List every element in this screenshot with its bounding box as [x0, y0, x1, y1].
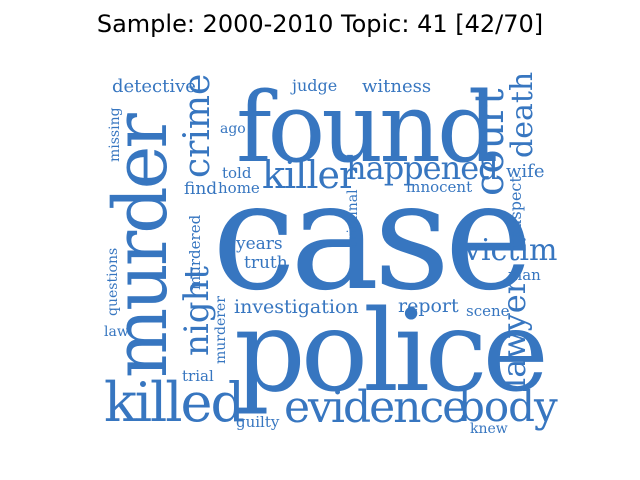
word-body: body [458, 382, 558, 431]
word-case: case [212, 150, 533, 324]
word-man: man [508, 266, 541, 284]
word-wife: wife [506, 161, 545, 182]
word-crime: crime [177, 73, 218, 178]
word-find: find [184, 179, 218, 199]
word-happened: happened [346, 149, 499, 187]
word-murdered: murdered [186, 214, 204, 290]
word-trial: trial [182, 367, 214, 385]
word-court: court [467, 88, 513, 196]
word-guilty: guilty [236, 413, 280, 431]
word-found: found [236, 72, 498, 184]
word-victim: victim [464, 233, 558, 268]
word-death: death [505, 71, 540, 158]
word-innocent: innocent [406, 178, 473, 196]
word-home: home [218, 179, 260, 197]
word-scene: scene [466, 302, 510, 320]
word-lawyer: lawyer [495, 278, 533, 388]
word-years: years [236, 234, 283, 254]
word-knew: knew [470, 421, 508, 437]
word-ago: ago [220, 121, 246, 137]
chart-title: Sample: 2000-2010 Topic: 41 [42/70] [96, 10, 544, 38]
word-criminal: criminal [345, 189, 361, 248]
word-judge: judge [292, 76, 338, 95]
word-told: told [222, 164, 252, 182]
word-law: law [104, 324, 129, 340]
word-report: report [398, 295, 459, 317]
word-witness: witness [362, 76, 432, 97]
word-evidence: evidence [284, 382, 468, 433]
word-missing: missing [107, 107, 123, 162]
word-detective: detective [112, 76, 196, 97]
word-murderer: murderer [213, 296, 229, 364]
word-killer: killer [262, 153, 357, 197]
word-suspect: suspect [506, 176, 525, 238]
word-police: police [234, 287, 549, 417]
word-investigation: investigation [234, 296, 359, 318]
word-killed: killed [104, 371, 245, 434]
word-questions: questions [105, 247, 121, 316]
word-truth: truth [244, 253, 288, 273]
